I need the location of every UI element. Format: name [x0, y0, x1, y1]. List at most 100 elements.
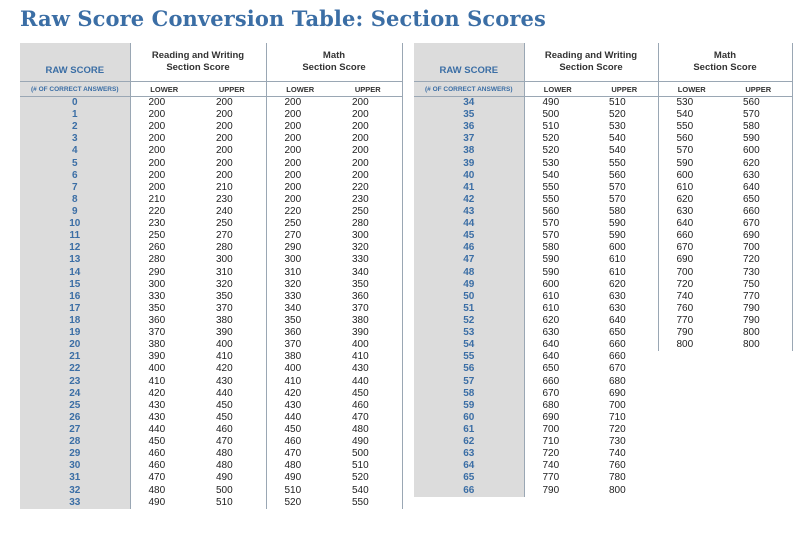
math-upper-cell: 460 — [334, 399, 403, 412]
math-upper-cell: 390 — [334, 327, 403, 340]
table-row: 1 200 200 200 200 — [20, 109, 403, 122]
raw-score-cell: 5 — [20, 157, 130, 170]
raw-score-subheader: (# OF CORRECT ANSWERS) — [20, 81, 130, 97]
table-row: 50 610 630 740 770 — [414, 290, 793, 303]
math-upper-cell: 600 — [725, 145, 793, 158]
math-upper-cell: 200 — [334, 96, 403, 110]
table-row: 4 200 200 200 200 — [20, 145, 403, 158]
rw-lower-cell: 300 — [129, 278, 198, 291]
rw-lower-cell: 380 — [129, 339, 198, 352]
rw-upper-cell: 200 — [216, 109, 233, 121]
rw-upper-cell: 380 — [216, 315, 233, 327]
rw-upper-cell: 610 — [609, 266, 626, 278]
math-upper-cell — [725, 436, 793, 449]
math-lower-cell: 550 — [657, 121, 725, 134]
page-title: Raw Score Conversion Table: Section Scor… — [20, 6, 546, 31]
header-row: RAW SCORE Reading and Writing Section Sc… — [20, 43, 403, 82]
math-upper-cell: 570 — [725, 109, 793, 122]
math-lower-cell: 200 — [265, 121, 334, 134]
raw-score-cell: 14 — [20, 266, 130, 279]
math-upper-cell: 430 — [334, 363, 403, 376]
math-header-line2: Section Score — [302, 62, 366, 73]
raw-score-cell: 22 — [20, 363, 130, 376]
math-header-line2: Section Score — [693, 62, 757, 73]
rw-lower-cell: 560 — [523, 205, 591, 219]
math-upper-cell: 250 — [334, 205, 403, 219]
rw-lower-cell: 390 — [129, 351, 198, 364]
rw-upper-cell: 350 — [216, 290, 233, 302]
table-row: 31 470 490 490 520 — [20, 472, 403, 485]
math-lower-cell — [658, 351, 725, 364]
rw-lower-cell: 410 — [129, 375, 198, 388]
raw-score-cell: 13 — [20, 254, 130, 267]
rw-lower-cell: 460 — [129, 448, 198, 461]
table-row: 16 330 350 330 360 — [20, 290, 403, 303]
raw-score-header: RAW SCORE — [20, 43, 130, 82]
rw-upper-cell: 600 — [609, 242, 626, 254]
math-upper-cell: 660 — [725, 205, 793, 219]
raw-score-cell: 29 — [20, 448, 130, 461]
raw-score-cell: 48 — [414, 266, 524, 279]
math-upper-header: UPPER — [334, 81, 403, 97]
rw-upper-header: UPPER — [591, 81, 658, 97]
math-upper-cell — [725, 399, 793, 412]
rw-upper-cell: 580 — [609, 206, 626, 218]
table-row: 7 200 210 200 220 — [20, 181, 403, 194]
table-row: 6 200 200 200 200 — [20, 169, 403, 182]
raw-score-cell: 0 — [20, 96, 130, 110]
math-upper-cell — [725, 351, 793, 364]
rw-lower-cell: 550 — [523, 181, 591, 194]
rw-lower-cell: 450 — [129, 436, 198, 449]
math-lower-cell: 470 — [265, 448, 334, 461]
math-upper-cell: 200 — [334, 157, 403, 170]
math-lower-cell: 450 — [265, 423, 334, 437]
math-header-line1: Math — [322, 50, 346, 61]
table-row: 63 720 740 — [414, 448, 793, 461]
math-lower-cell: 560 — [657, 133, 725, 146]
rw-lower-cell: 790 — [523, 484, 591, 497]
rw-upper-cell: 240 — [216, 206, 233, 218]
raw-score-cell: 38 — [414, 145, 524, 158]
table-row: 30 460 480 480 510 — [20, 460, 403, 473]
table-row: 40 540 560 600 630 — [414, 169, 793, 182]
math-lower-cell: 700 — [657, 266, 725, 279]
rw-upper-cell: 420 — [216, 363, 233, 375]
raw-score-cell: 44 — [414, 218, 524, 231]
math-upper-cell: 520 — [334, 472, 403, 485]
raw-score-cell: 49 — [414, 278, 524, 291]
rw-lower-cell: 540 — [523, 169, 591, 182]
table-row: 19 370 390 360 390 — [20, 327, 403, 340]
rw-lower-cell: 370 — [129, 327, 198, 340]
rw-lower-cell: 710 — [523, 436, 591, 449]
math-lower-cell: 770 — [657, 314, 725, 328]
rw-upper-cell: 630 — [609, 290, 626, 302]
raw-score-cell: 34 — [414, 96, 524, 110]
math-lower-cell: 360 — [265, 327, 334, 340]
rw-lower-cell: 500 — [523, 109, 591, 122]
table-row: 37 520 540 560 590 — [414, 133, 793, 146]
math-upper-cell — [725, 411, 793, 424]
rw-upper-cell: 430 — [216, 375, 233, 387]
math-upper-cell: 200 — [334, 121, 403, 134]
rw-upper-cell: 410 — [216, 351, 233, 363]
rw-lower-cell: 280 — [129, 254, 198, 267]
rw-upper-cell: 690 — [609, 387, 626, 399]
raw-score-cell: 61 — [414, 423, 524, 437]
rw-upper-cell: 250 — [216, 218, 233, 230]
math-lower-cell: 410 — [265, 375, 334, 388]
math-lower-cell: 330 — [265, 290, 334, 303]
table-row: 45 570 590 660 690 — [414, 230, 793, 243]
rw-lower-cell: 350 — [129, 302, 198, 315]
subheader-row: (# OF CORRECT ANSWERS) LOWER UPPER LOWER… — [20, 81, 403, 97]
rw-lower-cell: 430 — [129, 399, 198, 412]
math-upper-cell: 800 — [725, 339, 793, 352]
rw-lower-cell: 200 — [129, 181, 198, 194]
rw-upper-cell: 440 — [216, 387, 233, 399]
math-upper-cell: 800 — [725, 327, 793, 340]
rw-upper-cell: 720 — [609, 424, 626, 435]
rw-upper-cell: 630 — [609, 302, 626, 314]
math-upper-cell: 220 — [334, 181, 403, 194]
math-lower-cell: 370 — [265, 339, 334, 352]
math-lower-cell: 250 — [265, 218, 334, 231]
math-lower-cell — [658, 375, 725, 388]
